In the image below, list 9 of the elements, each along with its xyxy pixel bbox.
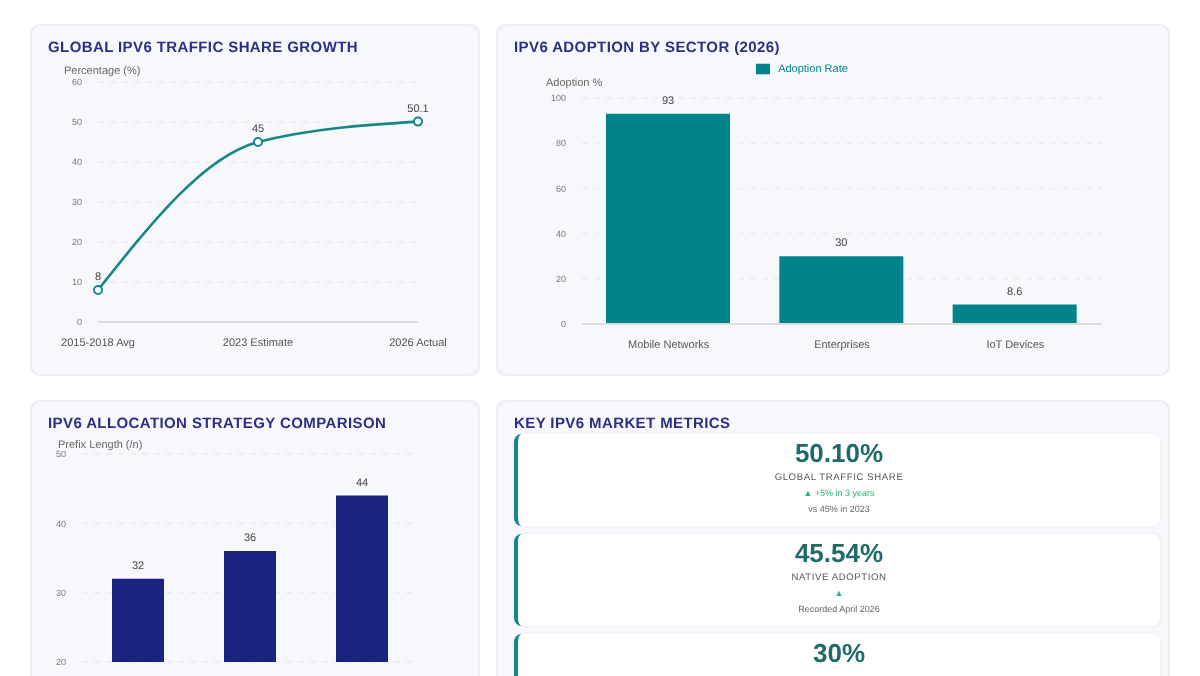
bar [952, 304, 1077, 324]
bar [606, 113, 730, 324]
point [413, 116, 423, 127]
point [93, 285, 103, 295]
bar [779, 256, 904, 324]
point [253, 137, 263, 147]
text: 45.54% [792, 538, 886, 570]
text: 30% [518, 638, 1160, 670]
text: 50.10% [792, 438, 886, 470]
